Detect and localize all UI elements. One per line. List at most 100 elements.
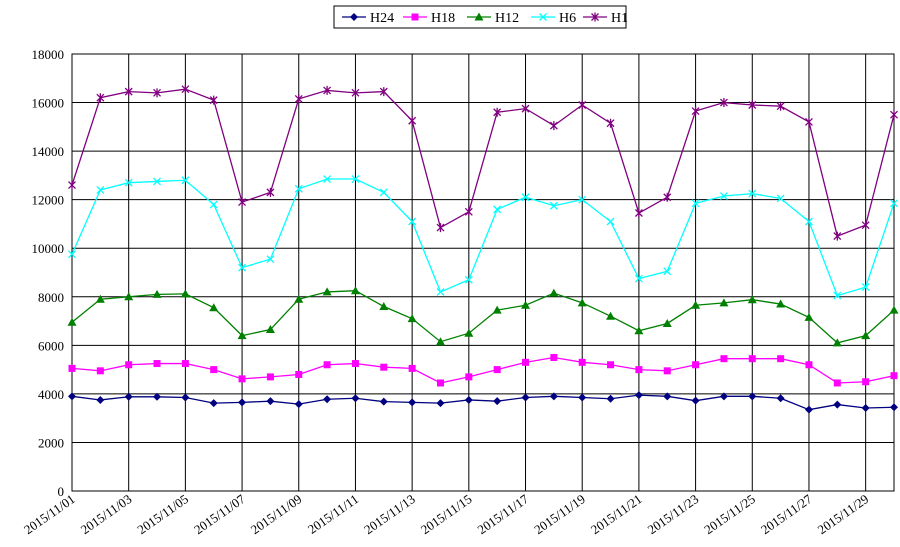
data-point — [521, 193, 530, 202]
data-point — [607, 361, 615, 369]
plot-area-border — [71, 53, 895, 492]
data-point — [68, 180, 76, 190]
x-tick-label: 2015/11/27 — [758, 491, 815, 537]
data-point — [351, 175, 360, 183]
data-point — [748, 100, 757, 110]
data-point — [691, 396, 700, 405]
data-point — [776, 194, 785, 203]
x-tick-label: 2015/11/21 — [588, 491, 645, 537]
data-point — [578, 393, 587, 402]
data-point — [238, 398, 247, 407]
data-point — [606, 311, 616, 320]
gridlines — [71, 53, 894, 492]
y-tick-label: 4000 — [38, 387, 64, 402]
x-axis: 2015/11/01 2015/11/03 2015/11/05 2015/11/07… — [21, 491, 871, 537]
data-point — [436, 223, 445, 233]
y-tick-label: 0 — [58, 484, 65, 499]
data-point — [96, 395, 105, 404]
y-tick-label: 8000 — [38, 290, 64, 305]
data-point — [492, 305, 502, 314]
data-point — [153, 360, 161, 368]
data-point — [153, 88, 161, 98]
series-h1 — [68, 84, 898, 241]
data-point — [549, 121, 558, 131]
data-point — [436, 399, 445, 408]
series-line — [71, 88, 895, 237]
data-point — [777, 355, 785, 363]
data-point — [549, 392, 558, 401]
y-tick-label: 18000 — [32, 47, 65, 62]
x-tick-label: 2015/11/13 — [361, 491, 418, 537]
legend-label: H1 — [611, 11, 628, 26]
data-point — [747, 295, 757, 304]
series-line — [71, 290, 895, 344]
data-point — [861, 403, 870, 412]
data-point — [408, 398, 417, 407]
y-tick-label: 16000 — [32, 96, 65, 111]
data-point — [776, 394, 785, 403]
data-point — [238, 263, 247, 272]
x-tick-label: 2015/11/07 — [191, 491, 248, 537]
y-axis: 0 2000 4000 6000 8000 10000 12000 14000 16000 180… — [32, 47, 65, 499]
legend-label: H24 — [370, 11, 394, 26]
data-point — [125, 361, 133, 369]
data-point — [351, 360, 359, 368]
data-point — [68, 250, 76, 259]
data-point — [805, 361, 813, 369]
data-point — [578, 358, 586, 366]
data-point — [181, 84, 190, 94]
legend-label: H18 — [431, 11, 455, 26]
data-point — [833, 379, 841, 387]
data-point — [464, 275, 473, 284]
y-tick-label: 6000 — [38, 338, 64, 353]
series-layer — [67, 84, 899, 414]
data-point — [323, 361, 331, 369]
data-point — [124, 392, 133, 401]
data-point — [577, 298, 587, 307]
data-point — [209, 200, 218, 209]
data-point — [180, 289, 190, 298]
data-point — [805, 117, 813, 127]
data-point — [237, 331, 247, 340]
y-tick-label: 2000 — [38, 435, 64, 450]
data-point — [464, 207, 473, 217]
data-point — [890, 403, 898, 412]
data-point — [805, 217, 813, 226]
data-point — [833, 231, 842, 241]
data-point — [691, 300, 701, 309]
data-point — [124, 178, 133, 187]
data-point — [719, 98, 728, 108]
data-point — [861, 220, 870, 230]
data-point — [294, 94, 303, 104]
data-point — [153, 177, 161, 186]
data-point — [748, 189, 757, 198]
y-tick-label: 14000 — [32, 144, 65, 159]
data-point — [436, 379, 444, 387]
data-point — [238, 197, 247, 207]
data-point — [720, 355, 728, 363]
data-point — [578, 100, 587, 110]
series-h24 — [68, 391, 898, 414]
data-point — [833, 291, 842, 300]
data-point — [606, 217, 615, 226]
data-point — [266, 397, 275, 406]
data-point — [861, 283, 870, 292]
x-tick-label: 2015/11/29 — [815, 491, 872, 537]
x-tick-label: 2015/11/19 — [531, 491, 588, 537]
data-point — [294, 184, 303, 193]
series-h18 — [68, 353, 898, 387]
data-point — [265, 325, 275, 334]
data-point — [833, 400, 842, 409]
data-point — [408, 116, 417, 126]
data-point — [539, 13, 547, 21]
data-point — [464, 395, 473, 404]
y-tick-label: 10000 — [32, 241, 65, 256]
data-point — [95, 294, 105, 303]
data-point — [152, 289, 162, 298]
data-point — [663, 367, 671, 375]
data-point — [832, 338, 842, 347]
data-point — [550, 353, 558, 361]
data-point — [890, 110, 898, 120]
data-point — [436, 287, 445, 296]
data-point — [578, 195, 587, 204]
